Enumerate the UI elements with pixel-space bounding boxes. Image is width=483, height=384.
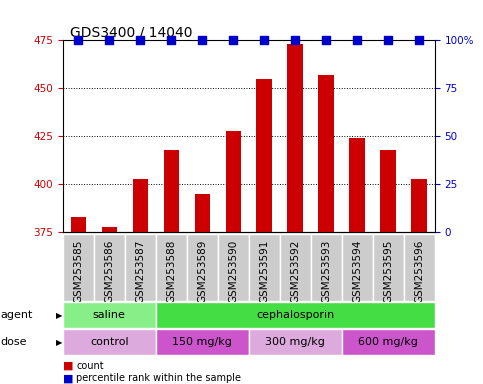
Bar xyxy=(404,234,435,301)
Bar xyxy=(249,234,280,301)
Text: GSM253586: GSM253586 xyxy=(104,240,114,303)
Point xyxy=(168,37,175,43)
Text: GSM253590: GSM253590 xyxy=(228,240,238,303)
Text: ▶: ▶ xyxy=(56,338,62,347)
Text: GSM253587: GSM253587 xyxy=(135,240,145,303)
Bar xyxy=(125,234,156,301)
Bar xyxy=(195,194,210,232)
Bar xyxy=(63,329,156,355)
Text: GSM253593: GSM253593 xyxy=(321,240,331,303)
Text: GSM253591: GSM253591 xyxy=(259,240,269,303)
Text: GSM253589: GSM253589 xyxy=(197,240,207,303)
Point xyxy=(291,37,299,43)
Text: 600 mg/kg: 600 mg/kg xyxy=(358,337,418,347)
Bar xyxy=(311,234,342,301)
Text: GSM253596: GSM253596 xyxy=(414,240,424,303)
Point xyxy=(384,37,392,43)
Point xyxy=(260,37,268,43)
Text: percentile rank within the sample: percentile rank within the sample xyxy=(76,373,242,383)
Text: cephalosporin: cephalosporin xyxy=(256,310,334,320)
Text: dose: dose xyxy=(0,337,27,347)
Bar xyxy=(412,179,427,232)
Bar xyxy=(132,179,148,232)
Bar xyxy=(287,44,303,232)
Bar xyxy=(318,75,334,232)
Point xyxy=(322,37,330,43)
Text: saline: saline xyxy=(93,310,126,320)
Bar xyxy=(101,227,117,232)
Text: ■: ■ xyxy=(63,373,73,383)
Text: control: control xyxy=(90,337,128,347)
Point xyxy=(199,37,206,43)
Bar xyxy=(156,234,187,301)
Text: 300 mg/kg: 300 mg/kg xyxy=(265,337,325,347)
Text: agent: agent xyxy=(0,310,33,320)
Bar xyxy=(342,329,435,355)
Text: ■: ■ xyxy=(63,361,73,371)
Bar xyxy=(63,302,156,328)
Bar xyxy=(342,234,373,301)
Text: GDS3400 / 14040: GDS3400 / 14040 xyxy=(70,25,193,39)
Point xyxy=(354,37,361,43)
Bar xyxy=(94,234,125,301)
Bar xyxy=(350,138,365,232)
Point xyxy=(74,37,82,43)
Text: GSM253595: GSM253595 xyxy=(383,240,393,303)
Bar xyxy=(63,234,94,301)
Text: GSM253588: GSM253588 xyxy=(166,240,176,303)
Bar xyxy=(373,234,404,301)
Bar xyxy=(156,302,435,328)
Bar xyxy=(218,234,249,301)
Bar xyxy=(381,150,396,232)
Bar xyxy=(280,234,311,301)
Text: count: count xyxy=(76,361,104,371)
Bar xyxy=(164,150,179,232)
Text: 150 mg/kg: 150 mg/kg xyxy=(172,337,232,347)
Bar xyxy=(156,329,249,355)
Bar xyxy=(226,131,241,232)
Point xyxy=(415,37,423,43)
Text: GSM253585: GSM253585 xyxy=(73,240,83,303)
Bar xyxy=(256,79,272,232)
Text: ▶: ▶ xyxy=(56,311,62,320)
Bar xyxy=(249,329,342,355)
Text: GSM253592: GSM253592 xyxy=(290,240,300,303)
Point xyxy=(229,37,237,43)
Point xyxy=(136,37,144,43)
Point xyxy=(105,37,113,43)
Bar xyxy=(71,217,86,232)
Bar xyxy=(187,234,218,301)
Text: GSM253594: GSM253594 xyxy=(352,240,362,303)
